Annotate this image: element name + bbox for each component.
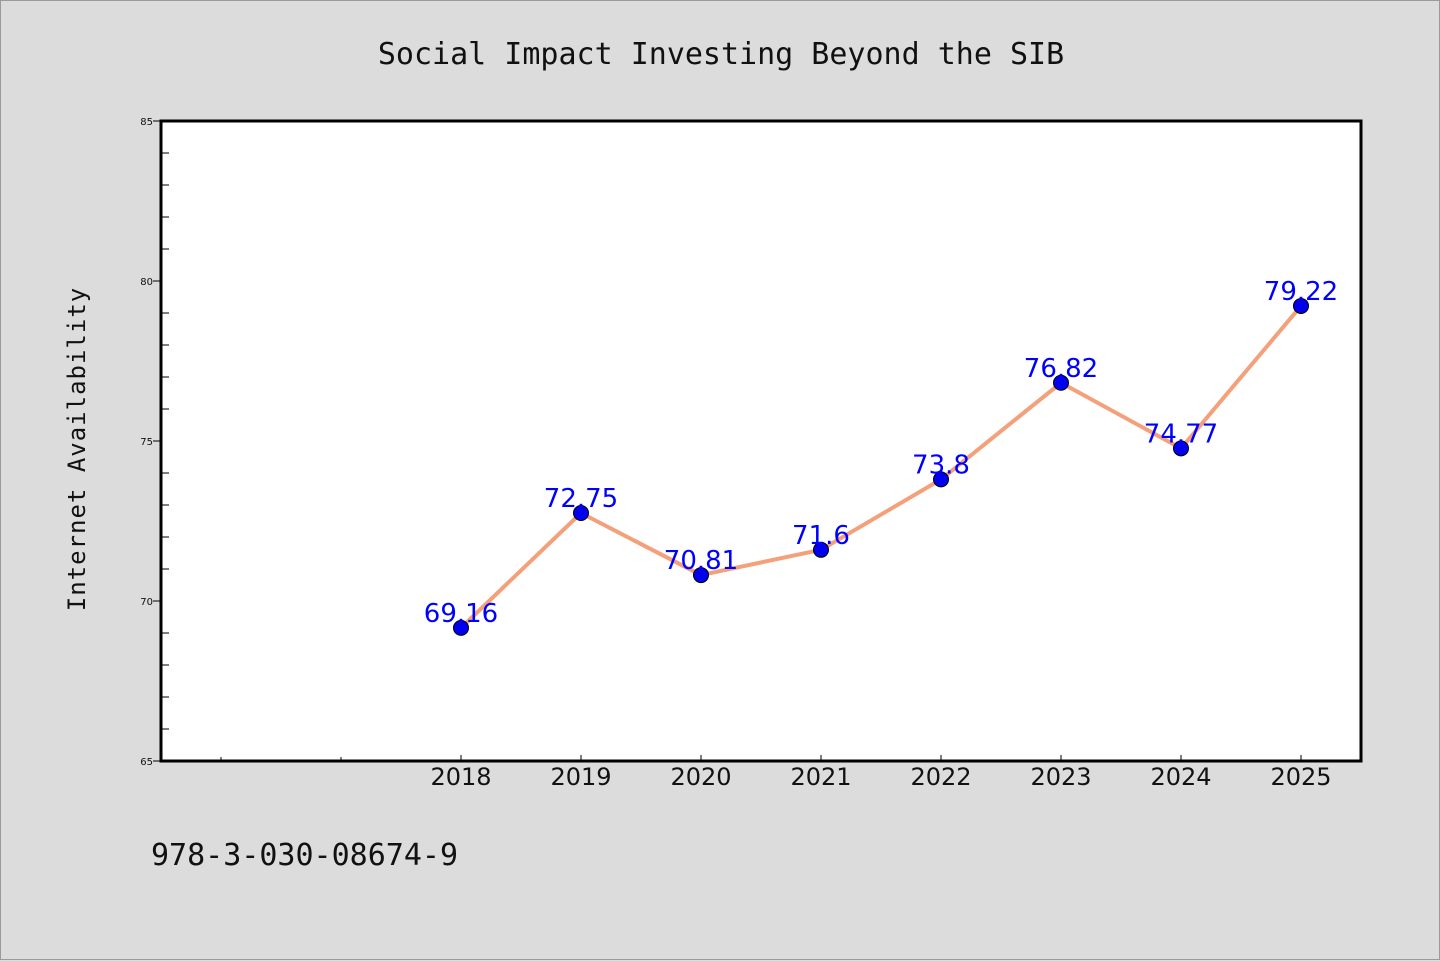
data-label: 69.16 bbox=[424, 599, 498, 629]
y-tick-label: 85 bbox=[140, 117, 153, 128]
plot-area bbox=[159, 119, 1363, 763]
data-labels-group: 69.16 72.75 70.81 71.6 73.8 76.82 74.77 79.22 bbox=[424, 277, 1338, 629]
data-point bbox=[1293, 297, 1309, 314]
x-tick-label: 2020 bbox=[670, 763, 731, 791]
data-label: 76.82 bbox=[1024, 354, 1098, 384]
x-tick-label: 2019 bbox=[550, 763, 611, 791]
x-tick-label: 2021 bbox=[790, 763, 851, 791]
data-label: 71.6 bbox=[792, 521, 850, 551]
y-tick-label: 65 bbox=[140, 757, 153, 768]
chart-title: Social Impact Investing Beyond the SIB bbox=[378, 37, 1064, 72]
x-tick-label: 2022 bbox=[910, 763, 971, 791]
data-point bbox=[693, 567, 709, 584]
series-line-group bbox=[453, 297, 1309, 636]
footer-isbn: 978-3-030-08674-9 bbox=[151, 838, 458, 873]
x-tick-label: 2023 bbox=[1030, 763, 1091, 791]
data-label: 72.75 bbox=[544, 484, 618, 514]
y-tick-label: 80 bbox=[140, 277, 153, 288]
data-point bbox=[573, 505, 589, 521]
x-tick-label: 2024 bbox=[1150, 763, 1211, 791]
data-point bbox=[453, 619, 469, 636]
data-point bbox=[813, 541, 829, 558]
y-tick-label: 70 bbox=[140, 597, 153, 608]
y-axis-label: Internet Availability bbox=[63, 287, 91, 611]
data-point bbox=[933, 471, 949, 488]
y-tick-label: 75 bbox=[140, 437, 153, 448]
data-label: 79.22 bbox=[1264, 277, 1338, 307]
data-label: 74.77 bbox=[1144, 419, 1218, 449]
x-tick-label: 2025 bbox=[1270, 763, 1331, 791]
data-label: 73.8 bbox=[912, 450, 970, 480]
series-line bbox=[459, 304, 1303, 630]
axis-ticks: 65 70 75 80 85 2018 2019 2020 2021 2022 2023 2024 20… bbox=[140, 117, 1331, 791]
data-point bbox=[1053, 374, 1069, 391]
x-tick-label: 2018 bbox=[430, 763, 491, 791]
data-point bbox=[1173, 440, 1189, 457]
data-label: 70.81 bbox=[664, 546, 738, 576]
